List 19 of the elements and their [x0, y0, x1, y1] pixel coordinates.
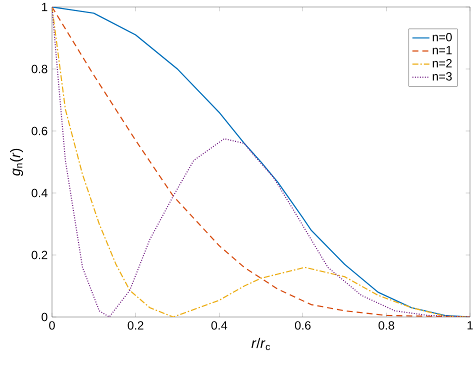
legend-label: n=2	[432, 59, 452, 68]
x-tick-label: 0	[49, 321, 55, 330]
x-tick-label: 1	[468, 321, 473, 330]
y-tick-label: 1	[42, 2, 48, 12]
y-tick-label: 0.4	[32, 188, 48, 198]
x-tick-label: 0.2	[128, 321, 144, 330]
legend-label: n=3	[432, 72, 452, 81]
x-axis-title: r/r$_{c}$	[251, 338, 270, 350]
line-series	[52, 6, 470, 317]
x-tick-label: 0.4	[211, 321, 228, 330]
y-tick-label: 0.6	[32, 126, 48, 136]
x-tick-label: 0.8	[378, 321, 394, 330]
y-tick-label: 0.8	[32, 64, 48, 74]
legend-label: n=0	[432, 32, 452, 42]
legend-label: n=1	[432, 46, 452, 54]
x-tick-label: 0.6	[294, 321, 311, 330]
y-axis-title: g$_{n}$(r)	[10, 148, 24, 176]
y-tick-label: 0	[42, 312, 48, 322]
y-tick-label: 0.2	[32, 250, 48, 260]
